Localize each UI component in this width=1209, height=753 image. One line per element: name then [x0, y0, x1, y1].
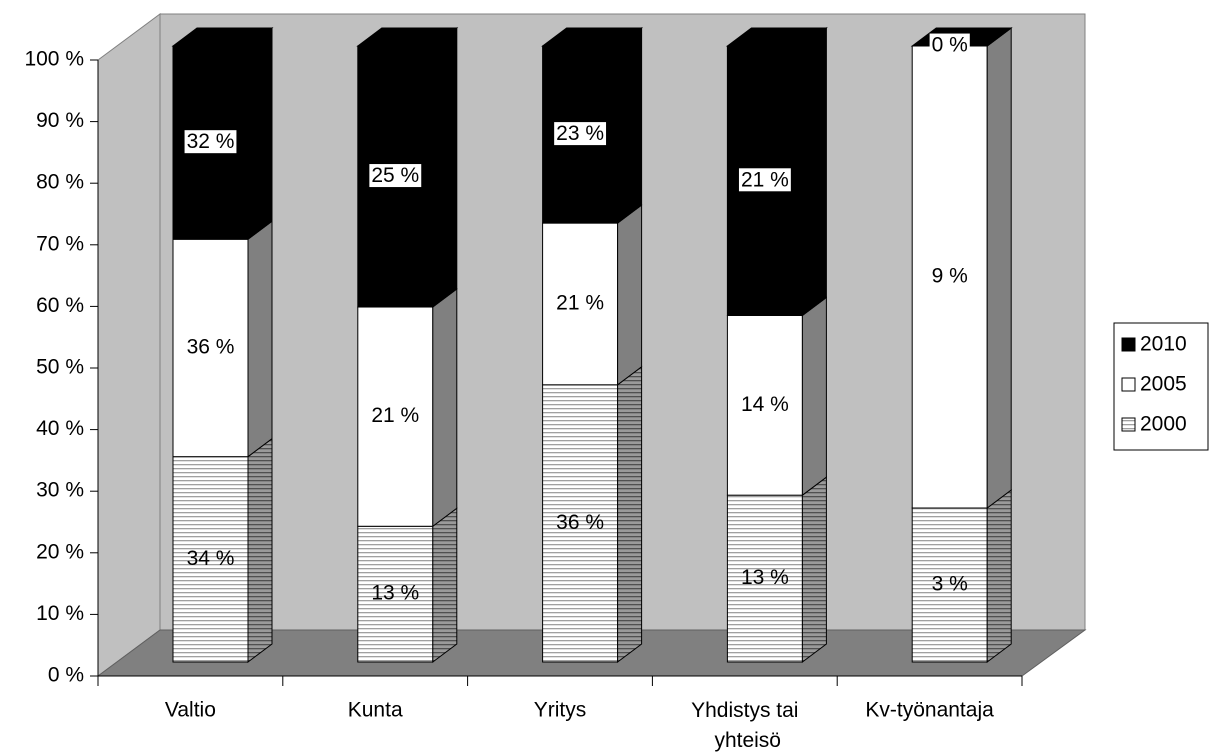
bar-segment: [542, 222, 619, 386]
legend: 2010 2005 2000: [1113, 322, 1209, 451]
side-wall: [97, 13, 161, 677]
y-tick-label: 100 %: [24, 48, 84, 71]
bar-segment: [726, 315, 803, 496]
x-tick-label: Yhdistys tai yhteisö: [691, 699, 798, 752]
label-bg: [738, 168, 791, 192]
bar-segment: [542, 384, 619, 663]
bar-side: [617, 27, 643, 225]
bar-side: [801, 27, 827, 317]
y-tick-label: 10 %: [36, 602, 84, 625]
bar-side: [432, 288, 458, 528]
x-tick-label: Valtio: [165, 699, 216, 722]
y-tick-label: 0 %: [48, 664, 84, 687]
bar-segment: [357, 306, 434, 527]
y-tick-label: 90 %: [36, 109, 84, 132]
data-label: 0 %: [932, 34, 968, 57]
bar-top: [725, 27, 828, 47]
bar-segment: [911, 507, 988, 663]
bar-segment: [726, 494, 803, 663]
data-label: 21 %: [371, 404, 419, 427]
data-label: 34 %: [187, 547, 235, 570]
bar-side: [986, 27, 1012, 509]
data-label: 36 %: [187, 336, 235, 359]
bar-side: [247, 220, 273, 458]
data-label: 13 %: [741, 566, 789, 589]
bar-top: [171, 27, 274, 47]
legend-label: 2000: [1140, 413, 1187, 436]
y-tick-label: 70 %: [36, 232, 84, 255]
data-label: 14 %: [741, 393, 789, 416]
data-label: 32 %: [187, 130, 235, 153]
data-label: 21 %: [556, 291, 604, 314]
label-bg: [369, 164, 422, 188]
bar-side: [986, 489, 1012, 663]
x-tick-label: Kv-työnantaja: [865, 699, 994, 722]
legend-swatch: [1121, 417, 1136, 432]
legend-label: 2010: [1140, 333, 1187, 356]
x-tick-label: Yritys: [534, 699, 587, 722]
y-tick-label: 60 %: [36, 294, 84, 317]
bar-side: [432, 507, 458, 663]
bar-top: [356, 27, 459, 47]
data-label: 9 %: [932, 265, 968, 288]
y-tick-label: 80 %: [36, 171, 84, 194]
bar-segment: [172, 456, 249, 663]
bar-side: [617, 204, 643, 386]
bar-top: [541, 27, 644, 47]
bar-side: [247, 437, 273, 663]
bar-segment: [911, 45, 988, 509]
label-bg: [929, 33, 970, 57]
data-label: 25 %: [371, 164, 419, 187]
y-tick-label: 30 %: [36, 479, 84, 502]
data-label: 3 %: [932, 573, 968, 596]
bar-side: [801, 476, 827, 663]
label-bg: [184, 130, 237, 154]
bar-side: [617, 365, 643, 663]
x-tick-label: Kunta: [348, 699, 403, 722]
bar-side: [801, 296, 827, 497]
bar-segment: [357, 525, 434, 663]
y-tick-label: 20 %: [36, 540, 84, 563]
bar-side: [432, 27, 458, 309]
data-label: 36 %: [556, 511, 604, 534]
data-label: 21 %: [741, 168, 789, 191]
bar-side: [247, 27, 273, 241]
y-tick-label: 50 %: [36, 356, 84, 379]
legend-swatch: [1121, 337, 1136, 352]
legend-swatch: [1121, 377, 1136, 392]
y-tick-label: 40 %: [36, 417, 84, 440]
label-bg: [554, 122, 607, 146]
legend-label: 2005: [1140, 373, 1187, 396]
data-label: 13 %: [371, 582, 419, 605]
data-label: 23 %: [556, 122, 604, 145]
